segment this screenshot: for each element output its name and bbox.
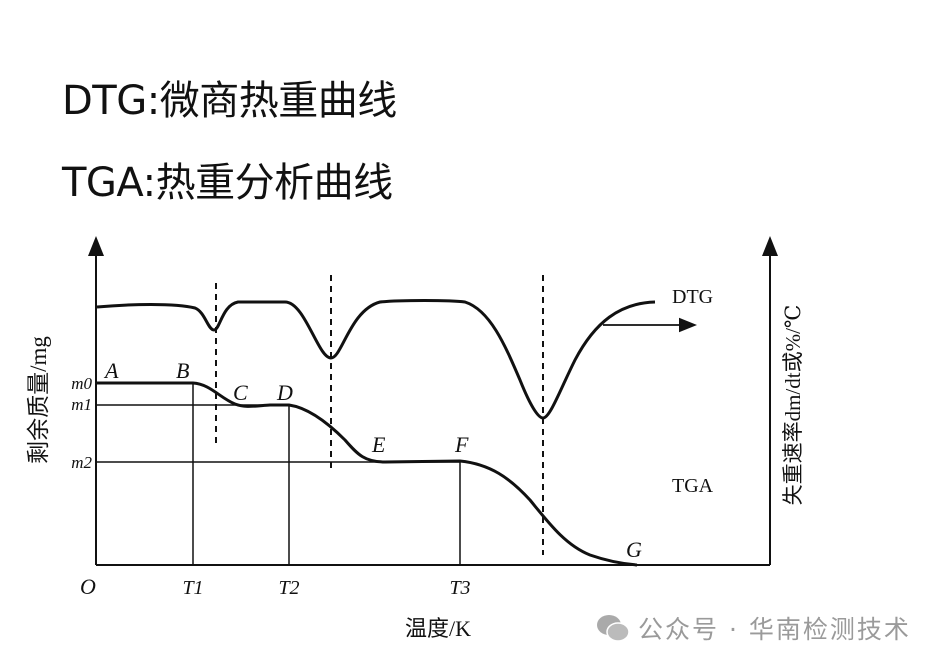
watermark: 公众号 · 华南检测技术 — [596, 610, 911, 646]
dtg-curve — [96, 299, 656, 420]
point-a: A — [103, 358, 119, 383]
tga-curve — [97, 381, 638, 567]
x-tick-t2: T2 — [278, 577, 299, 599]
point-e: E — [371, 432, 386, 457]
y-tick-m2: m2 — [71, 453, 92, 472]
x-tick-t3: T3 — [449, 577, 470, 599]
point-b: B — [176, 358, 189, 383]
point-f: F — [454, 432, 469, 457]
point-g: G — [626, 537, 642, 562]
title-tga: TGA:热重分析曲线 — [62, 160, 393, 206]
y-tick-m1: m1 — [71, 395, 92, 414]
x-tick-t1: T1 — [182, 577, 203, 599]
x-axis-label: 温度/K — [405, 616, 471, 641]
title-dtg: DTG:微商热重曲线 — [62, 78, 397, 124]
origin-label: O — [80, 574, 96, 599]
point-c: C — [233, 380, 248, 405]
point-d: D — [276, 380, 293, 405]
y-tick-m0: m0 — [71, 374, 92, 393]
dtg-label: DTG — [672, 286, 713, 308]
right-axis-label: 失重速率dm/dt或%/℃ — [781, 305, 805, 506]
left-axis-label: 剩余质量/mg — [26, 336, 51, 464]
tga-label: TGA — [672, 475, 714, 497]
wechat-icon — [597, 615, 630, 642]
watermark-text: 公众号 · 华南检测技术 — [638, 615, 911, 644]
